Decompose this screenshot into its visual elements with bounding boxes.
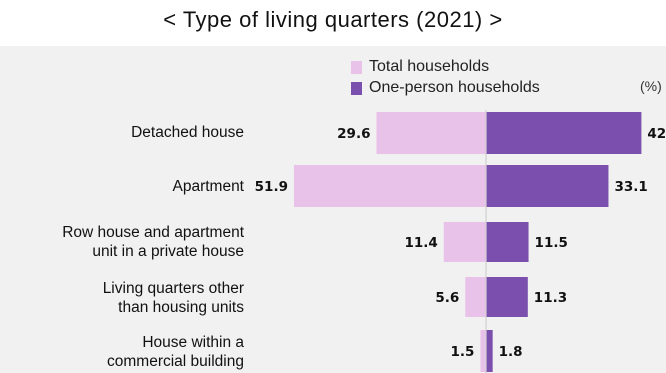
category-label-line: than housing units (118, 299, 244, 316)
bar-one-person-households (486, 222, 529, 262)
bar-total-households (376, 112, 486, 154)
category-label-line: Row house and apartment (62, 224, 244, 241)
category-label-apartment: Apartment (0, 177, 244, 196)
category-label-line: Detached house (131, 124, 244, 141)
bar-total-households (443, 222, 486, 262)
category-label-living-quarters-other: Living quarters other than housing units (0, 279, 244, 317)
chart-title: < Type of living quarters (2021) > (163, 7, 503, 32)
category-label-line: Apartment (172, 178, 244, 195)
legend-label-total: Total households (369, 58, 490, 75)
bar-total-households (480, 330, 486, 372)
unit-label: (%) (640, 78, 662, 94)
value-label-total-households: 11.4 (405, 235, 438, 251)
category-label-line: Living quarters other (102, 280, 244, 297)
value-label-total-households: 5.6 (435, 290, 459, 306)
category-label-house-within-commercial: House within a commercial building (0, 333, 244, 371)
bar-one-person-households (486, 330, 493, 372)
category-label-row-house: Row house and apartment unit in a privat… (0, 223, 244, 261)
legend-item-one-person-households: One-person households (351, 78, 540, 98)
chart-panel (0, 46, 666, 373)
bar-one-person-households (486, 277, 528, 317)
value-label-one-person-households: 33.1 (614, 179, 647, 195)
value-label-total-households: 29.6 (337, 126, 370, 142)
category-label-line: commercial building (107, 353, 244, 370)
value-label-one-person-households: 1.8 (499, 344, 523, 360)
category-label-detached-house: Detached house (0, 123, 244, 142)
legend-item-total-households: Total households (351, 57, 489, 77)
bar-one-person-households (486, 165, 609, 207)
value-label-one-person-households: 11.5 (535, 235, 568, 251)
value-label-total-households: 1.5 (451, 344, 475, 360)
legend-swatch-one-person (351, 81, 362, 95)
category-label-line: House within a (142, 334, 244, 351)
legend-swatch-total (351, 60, 362, 74)
value-label-total-households: 51.9 (255, 179, 288, 195)
bar-total-households (293, 165, 486, 207)
bar-one-person-households (486, 112, 642, 154)
bar-total-households (465, 277, 486, 317)
value-label-one-person-households: 42 (647, 126, 666, 142)
category-label-line: unit in a private house (92, 243, 244, 260)
bar-layer: 29.6 42 51.9 33.1 11.4 11.5 5.6 11.3 1.5 1.8 (255, 110, 666, 373)
value-label-one-person-households: 11.3 (534, 290, 567, 306)
legend-label-one-person: One-person households (369, 79, 540, 96)
